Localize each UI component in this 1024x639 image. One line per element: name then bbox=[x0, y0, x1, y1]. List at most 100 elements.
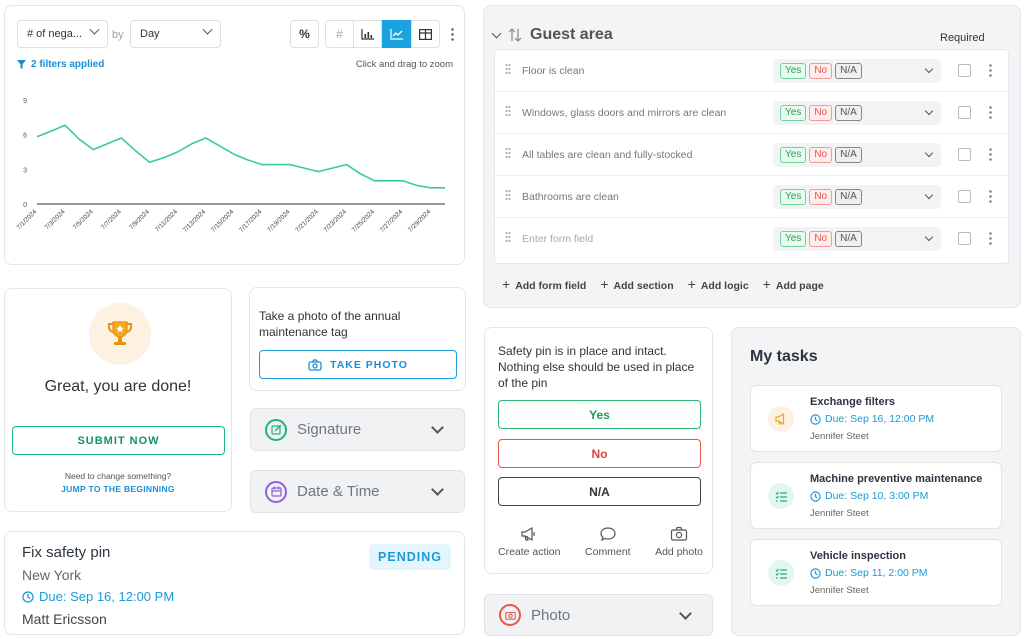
task-card[interactable]: Fix safety pin New York Due: Sep 16, 12:… bbox=[4, 531, 465, 635]
more-options-icon[interactable] bbox=[989, 105, 992, 120]
signature-field[interactable]: Signature bbox=[250, 408, 465, 451]
add-form-field-button[interactable]: + Add form field bbox=[502, 276, 586, 292]
drag-handle-icon[interactable] bbox=[505, 231, 511, 243]
drag-handle-icon[interactable] bbox=[505, 63, 511, 75]
field-label[interactable]: Windows, glass doors and mirrors are cle… bbox=[522, 107, 727, 119]
plus-icon: + bbox=[502, 276, 511, 292]
add-logic-button[interactable]: + Add logic bbox=[688, 276, 749, 292]
form-field-row[interactable]: Bathrooms are clean Yes No N/A bbox=[495, 176, 1008, 218]
required-checkbox[interactable] bbox=[958, 190, 971, 203]
comment-button[interactable]: Comment bbox=[585, 526, 631, 558]
jump-to-beginning-link[interactable]: JUMP TO THE BEGINNING bbox=[61, 484, 175, 494]
more-options-icon[interactable] bbox=[451, 27, 454, 41]
task-title: Fix safety pin bbox=[22, 544, 111, 561]
required-checkbox[interactable] bbox=[958, 148, 971, 161]
drag-handle-icon[interactable] bbox=[505, 147, 511, 159]
chevron-down-icon bbox=[924, 148, 934, 158]
add-photo-button[interactable]: Add photo bbox=[655, 526, 703, 558]
form-field-row[interactable]: Floor is clean Yes No N/A bbox=[495, 50, 1008, 92]
task-item-assignee: Jennifer Steet bbox=[810, 585, 869, 596]
na-chip: N/A bbox=[835, 231, 862, 247]
more-options-icon[interactable] bbox=[989, 147, 992, 162]
task-list-item[interactable]: Machine preventive maintenance Due: Sep … bbox=[750, 462, 1002, 529]
required-checkbox[interactable] bbox=[958, 232, 971, 245]
need-change-text: Need to change something? bbox=[64, 471, 172, 481]
table-icon bbox=[419, 28, 432, 40]
bar-chart-button[interactable] bbox=[353, 20, 382, 48]
na-chip: N/A bbox=[835, 105, 862, 121]
na-chip: N/A bbox=[835, 189, 862, 205]
yes-chip: Yes bbox=[780, 231, 807, 247]
add-actions-bar: + Add form field + Add section + Add logic … bbox=[502, 276, 824, 292]
add-section-button[interactable]: + Add section bbox=[600, 276, 673, 292]
form-field-row[interactable]: Enter form field Yes No N/A bbox=[495, 218, 1008, 260]
x-tick-label: 7/23/2024 bbox=[323, 208, 349, 234]
required-checkbox[interactable] bbox=[958, 64, 971, 77]
task-item-due: Due: Sep 10, 3:00 PM bbox=[810, 490, 928, 502]
line-chart-button[interactable] bbox=[382, 20, 411, 48]
period-select[interactable]: Day bbox=[130, 20, 221, 48]
no-option-button[interactable]: No bbox=[498, 439, 701, 468]
camera-icon bbox=[670, 526, 688, 541]
create-action-button[interactable]: Create action bbox=[498, 526, 560, 558]
add-photo-label: Add photo bbox=[655, 546, 703, 558]
field-label[interactable]: Bathrooms are clean bbox=[522, 191, 619, 203]
photo-field[interactable]: Photo bbox=[484, 594, 713, 636]
form-field-row[interactable]: Windows, glass doors and mirrors are cle… bbox=[495, 92, 1008, 134]
no-chip: No bbox=[809, 189, 833, 205]
percent-toggle-button[interactable]: % bbox=[290, 20, 319, 48]
plus-icon: + bbox=[687, 276, 696, 292]
add-logic-label: Add logic bbox=[700, 280, 749, 292]
line-chart-icon bbox=[390, 28, 403, 40]
field-label[interactable]: Floor is clean bbox=[522, 65, 585, 77]
form-field-row[interactable]: All tables are clean and fully-stocked Y… bbox=[495, 134, 1008, 176]
field-label-input[interactable]: Enter form field bbox=[522, 233, 594, 245]
metric-select[interactable]: # of nega... bbox=[17, 20, 108, 48]
chevron-down-icon bbox=[431, 421, 444, 434]
filters-applied-link[interactable]: 2 filters applied bbox=[17, 59, 104, 70]
required-checkbox[interactable] bbox=[958, 106, 971, 119]
submit-button[interactable]: SUBMIT NOW bbox=[12, 426, 225, 455]
answer-type-select[interactable]: Yes No N/A bbox=[773, 101, 941, 125]
answer-type-select[interactable]: Yes No N/A bbox=[773, 59, 941, 83]
trophy-icon bbox=[89, 303, 151, 365]
completion-card: Great, you are done! SUBMIT NOW Need to … bbox=[4, 288, 232, 512]
yes-option-button[interactable]: Yes bbox=[498, 400, 701, 429]
x-tick-label: 7/15/2024 bbox=[210, 208, 236, 234]
chevron-down-icon bbox=[89, 24, 100, 35]
section-header[interactable]: Guest area bbox=[491, 26, 613, 44]
no-chip: No bbox=[809, 231, 833, 247]
add-page-button[interactable]: + Add page bbox=[763, 276, 824, 292]
take-photo-label: TAKE PHOTO bbox=[330, 358, 408, 371]
drag-handle-icon[interactable] bbox=[505, 105, 511, 117]
more-options-icon[interactable] bbox=[989, 189, 992, 204]
na-chip: N/A bbox=[835, 63, 862, 79]
more-options-icon[interactable] bbox=[989, 231, 992, 246]
take-photo-button[interactable]: TAKE PHOTO bbox=[259, 350, 457, 379]
chevron-down-icon[interactable] bbox=[491, 28, 502, 38]
na-option-button[interactable]: N/A bbox=[498, 477, 701, 506]
no-chip: No bbox=[809, 105, 833, 121]
date-time-field[interactable]: Date & Time bbox=[250, 470, 465, 513]
calendar-icon bbox=[265, 480, 287, 503]
task-item-due: Due: Sep 16, 12:00 PM bbox=[810, 413, 934, 425]
camera-icon bbox=[499, 604, 521, 626]
answer-type-select[interactable]: Yes No N/A bbox=[773, 185, 941, 209]
task-list-item[interactable]: Exchange filters Due: Sep 16, 12:00 PM J… bbox=[750, 385, 1002, 452]
answer-type-select[interactable]: Yes No N/A bbox=[773, 143, 941, 167]
add-section-label: Add section bbox=[613, 280, 674, 292]
table-view-button[interactable] bbox=[411, 20, 440, 48]
plus-icon: + bbox=[600, 276, 609, 292]
count-toggle-button[interactable]: # bbox=[325, 20, 354, 48]
sort-icon[interactable] bbox=[508, 28, 522, 42]
drag-handle-icon[interactable] bbox=[505, 189, 511, 201]
answer-type-select[interactable]: Yes No N/A bbox=[773, 227, 941, 251]
signature-label: Signature bbox=[297, 421, 362, 438]
chevron-down-icon bbox=[924, 190, 934, 200]
more-options-icon[interactable] bbox=[989, 63, 992, 78]
field-label[interactable]: All tables are clean and fully-stocked bbox=[522, 149, 693, 161]
line-chart[interactable]: 0 3 6 9 7/1/2024 7/3/2024 7/5/2024 7/7/2024 7/9/… bbox=[5, 86, 464, 264]
task-list-item[interactable]: Vehicle inspection Due: Sep 11, 2:00 PM … bbox=[750, 539, 1002, 606]
data-series-line bbox=[36, 124, 445, 189]
required-column-label: Required bbox=[940, 32, 985, 44]
